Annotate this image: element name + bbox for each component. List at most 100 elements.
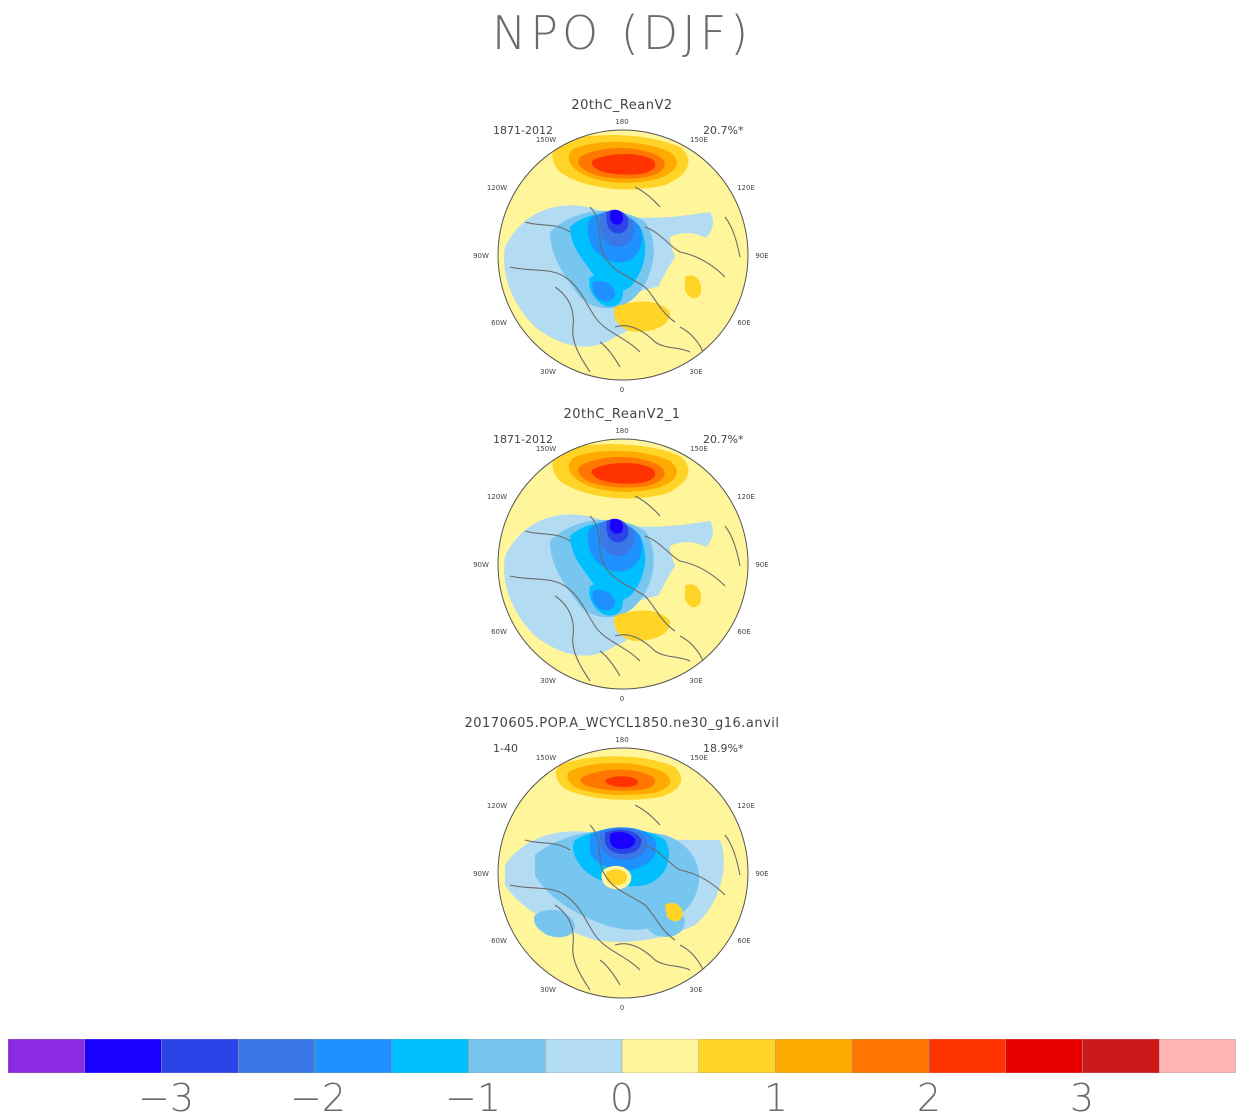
colorbar-tick-label: −2 <box>289 1076 347 1120</box>
longitude-label: 90W <box>473 870 489 878</box>
contour-fill <box>685 584 702 608</box>
map-border <box>497 438 749 690</box>
coastline <box>599 341 621 368</box>
contour-fill <box>685 275 702 299</box>
panel-period: 1-40 <box>493 742 518 755</box>
longitude-label: 180 <box>615 118 629 126</box>
contour-fill <box>609 831 636 849</box>
colorbar-swatch <box>1159 1039 1236 1073</box>
colorbar <box>8 1039 1236 1073</box>
panel-title: 20170605.POP.A_WCYCL1850.ne30_g16.anvil <box>464 716 780 731</box>
longitude-label: 60W <box>491 628 507 636</box>
longitude-label: 30W <box>540 368 556 376</box>
coastline <box>554 595 591 682</box>
chart-title: NPO (DJF) <box>491 6 753 60</box>
coastline <box>724 525 741 567</box>
coastline <box>589 824 676 941</box>
coastline <box>644 844 726 896</box>
longitude-label: 180 <box>615 736 629 744</box>
longitude-label: 90W <box>473 561 489 569</box>
longitude-label: 90E <box>755 252 769 260</box>
longitude-label: 0 <box>619 1004 625 1012</box>
longitude-label: 30E <box>689 368 703 376</box>
contour-fill <box>614 301 671 332</box>
colorbar-swatch <box>621 1039 699 1073</box>
colorbar-swatch <box>1082 1039 1160 1073</box>
panel-title: 20thC_ReanV2_1 <box>563 407 681 422</box>
coastline <box>524 221 571 233</box>
panel-variance-percent: 18.9%* <box>703 742 744 755</box>
coastline <box>509 575 641 662</box>
colorbar-tick-label: 1 <box>763 1076 789 1120</box>
longitude-label: 150E <box>690 136 708 144</box>
longitude-label: 120E <box>737 802 755 810</box>
coastline <box>644 226 726 278</box>
coastline <box>589 515 676 632</box>
colorbar-swatch <box>161 1039 239 1073</box>
panel-period: 1871-2012 <box>493 124 553 137</box>
contour-fill <box>592 590 615 611</box>
coastline <box>554 904 591 991</box>
longitude-label: 60E <box>737 937 751 945</box>
colorbar-tick-label: −1 <box>444 1076 502 1120</box>
contour-fill <box>591 154 656 175</box>
contour-fill <box>605 869 628 886</box>
map-panel: 20170605.POP.A_WCYCL1850.ne30_g16.anvil 1… <box>0 716 1244 1016</box>
longitude-label: 90E <box>755 870 769 878</box>
coastline <box>589 206 676 323</box>
coastline <box>614 634 691 662</box>
longitude-label: 150E <box>690 754 708 762</box>
colorbar-swatch <box>314 1039 392 1073</box>
colorbar-tick-label: 0 <box>609 1076 635 1120</box>
longitude-label: 120W <box>486 493 508 501</box>
longitude-label: 120E <box>737 493 755 501</box>
longitude-label: 150E <box>690 445 708 453</box>
contour-fill <box>670 233 726 281</box>
longitude-label: 30W <box>540 677 556 685</box>
contour-fill <box>665 903 683 922</box>
coastline <box>724 834 741 876</box>
colorbar-swatch <box>468 1039 546 1073</box>
colorbar-swatch <box>852 1039 930 1073</box>
panel-variance-percent: 20.7%* <box>703 433 744 446</box>
longitude-label: 150W <box>535 136 557 144</box>
panel-period: 1871-2012 <box>493 433 553 446</box>
map-panel: 20thC_ReanV2_1 1871-2012 20.7%* 180 150E 120E… <box>0 407 1244 707</box>
colorbar-tick-label: 2 <box>916 1076 942 1120</box>
colorbar-swatch <box>698 1039 776 1073</box>
contour-fill <box>614 610 671 641</box>
contour-fill <box>605 776 638 787</box>
coastline <box>554 286 591 373</box>
colorbar-swatch <box>391 1039 469 1073</box>
colorbar-swatch <box>8 1039 85 1073</box>
colorbar-swatch <box>238 1039 316 1073</box>
longitude-label: 180 <box>615 427 629 435</box>
coastline <box>614 325 691 353</box>
panel-variance-percent: 20.7%* <box>703 124 744 137</box>
colorbar-tick-label: −3 <box>137 1076 195 1120</box>
longitude-label: 30E <box>689 677 703 685</box>
coastline <box>509 266 641 353</box>
coastline <box>634 186 661 208</box>
polar-map <box>497 438 749 690</box>
longitude-label: 90W <box>473 252 489 260</box>
colorbar-swatch <box>928 1039 1006 1073</box>
coastline <box>634 804 661 826</box>
coastline <box>614 943 691 971</box>
colorbar-tick-labels: −3 −2 −1 0 1 2 3 <box>0 1076 1244 1120</box>
panel-title: 20thC_ReanV2 <box>571 98 673 113</box>
colorbar-tick-label: 3 <box>1069 1076 1095 1120</box>
coastline <box>599 650 621 677</box>
longitude-label: 60E <box>737 628 751 636</box>
colorbar-swatch <box>84 1039 162 1073</box>
longitude-label: 0 <box>619 386 625 394</box>
coastline <box>524 530 571 542</box>
coastline <box>724 216 741 258</box>
longitude-label: 150W <box>535 445 557 453</box>
contour-fill <box>592 281 615 302</box>
map-border <box>497 747 749 999</box>
longitude-label: 60W <box>491 319 507 327</box>
colorbar-swatch <box>775 1039 853 1073</box>
longitude-label: 60W <box>491 937 507 945</box>
coastline <box>634 495 661 517</box>
